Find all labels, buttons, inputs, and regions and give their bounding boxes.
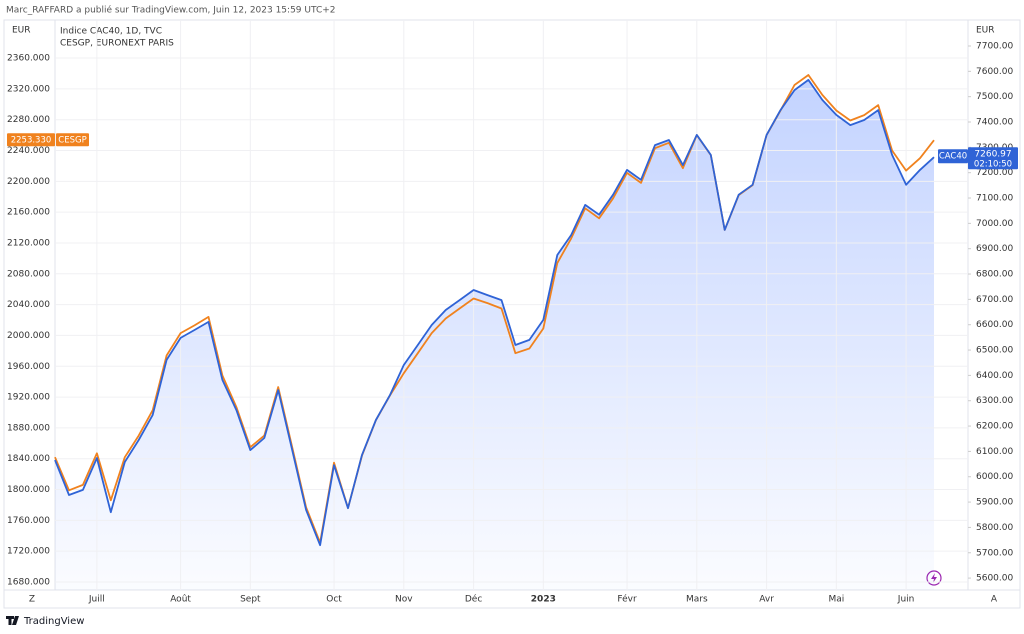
chart-title: Indice CAC40, 1D, TVC (60, 27, 162, 37)
x-tick-label: Mai (828, 595, 844, 605)
y-tick-label: 1920.000 (7, 393, 50, 403)
y2-tick-label: 5600.00 (976, 574, 1013, 584)
y-tick-label: 1720.000 (7, 547, 50, 557)
y-tick-label: 2240.000 (7, 146, 50, 156)
footer-brand: TradingView (23, 616, 84, 627)
y2-tick-label: 6600.00 (976, 320, 1013, 330)
x-tick-label: Juin (897, 595, 915, 605)
y-tick-label: 2200.000 (7, 177, 50, 187)
y2-tick-label: 6100.00 (976, 447, 1013, 457)
y2-tick-label: 6500.00 (976, 346, 1013, 356)
countdown-label: 02:10:50 (974, 160, 1012, 170)
y-tick-label: 1880.000 (7, 423, 50, 433)
x-tick-label: Août (170, 595, 191, 605)
x-tick-label: Juill (88, 595, 105, 605)
y2-tick-label: 7200.00 (976, 168, 1013, 178)
x-tick-label: Nov (395, 595, 413, 605)
y2-tick-label: 5800.00 (976, 523, 1013, 533)
y2-tick-label: 6300.00 (976, 396, 1013, 406)
y2-tick-label: 6000.00 (976, 472, 1013, 482)
tradingview-logo (6, 616, 19, 625)
y2-tick-label: 6400.00 (976, 371, 1013, 381)
series-line (54, 74, 935, 544)
x-tick-label: Févr (617, 594, 637, 605)
series-badge (56, 133, 89, 147)
y2-tick-label: 7700.00 (976, 41, 1013, 51)
x-tick-label: Avr (759, 595, 774, 605)
chart-frame (3, 19, 1021, 609)
y2-tick-label: 6700.00 (976, 295, 1013, 305)
y2-tick-label: 5700.00 (976, 548, 1013, 558)
y2-tick-label: 7000.00 (976, 219, 1013, 229)
x-tick-label: Sept (240, 595, 261, 605)
y-tick-label: 1760.000 (7, 516, 50, 526)
y-tick-label: 1840.000 (7, 454, 50, 464)
x-tick-label: 2023 (531, 595, 556, 605)
series-line (54, 79, 935, 547)
series-name-label: CAC40 (939, 152, 967, 162)
scale-button[interactable]: Z (29, 595, 35, 605)
y-tick-label: 2000.000 (7, 331, 50, 341)
y2-tick-label: 5900.00 (976, 498, 1013, 508)
y2-tick-label: 7400.00 (976, 118, 1013, 128)
last-value-badge (7, 133, 55, 147)
y2-tick-label: 7500.00 (976, 92, 1013, 102)
y-tick-label: 1680.000 (7, 577, 50, 587)
last-value-label: 7260.97 (974, 150, 1011, 160)
y-tick-label: 1960.000 (7, 362, 50, 372)
y2-tick-label: 6900.00 (976, 244, 1013, 254)
attribution: Marc_RAFFARD a publié sur TradingView.co… (6, 5, 336, 16)
logo-mark (6, 616, 19, 625)
y-tick-label: 2080.000 (7, 269, 50, 279)
chart-subtitle: CESGP, EURONEXT PARIS (60, 39, 174, 49)
right-axis-unit: EUR (976, 26, 995, 36)
y-tick-label: 2280.000 (7, 115, 50, 125)
left-axis-unit: EUR (12, 26, 31, 36)
last-value-label: 2253.330 (11, 136, 52, 146)
x-tick-label: Mars (686, 595, 708, 605)
y-tick-label: 2360.000 (7, 54, 50, 64)
y2-tick-label: 6800.00 (976, 270, 1013, 280)
x-tick-label: Déc (465, 594, 482, 605)
y-tick-label: 2120.000 (7, 238, 50, 248)
last-value-badge (968, 147, 1018, 170)
y2-tick-label: 6200.00 (976, 422, 1013, 432)
y-tick-label: 2040.000 (7, 300, 50, 310)
series-badge (938, 149, 968, 164)
y-tick-label: 2160.000 (7, 208, 50, 218)
y-tick-label: 2320.000 (7, 84, 50, 94)
series-name-label: CESGP (58, 136, 86, 146)
scale-button[interactable]: A (991, 595, 998, 605)
y2-tick-label: 7600.00 (976, 67, 1013, 77)
y2-tick-label: 7100.00 (976, 194, 1013, 204)
x-tick-label: Oct (326, 595, 342, 605)
y-tick-label: 1800.000 (7, 485, 50, 495)
